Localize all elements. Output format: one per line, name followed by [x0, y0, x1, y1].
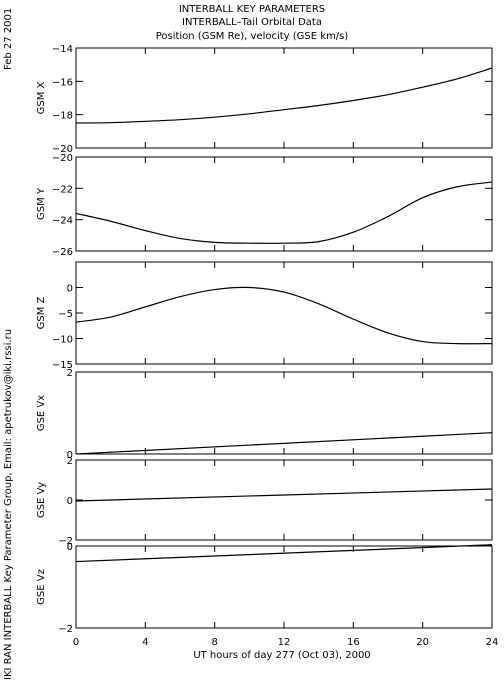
panel-frame	[75, 459, 493, 541]
y-tick-label: 0	[67, 450, 73, 461]
x-tick-label: 24	[486, 637, 499, 648]
panel-frame	[75, 156, 493, 252]
chart-title-line: INTERBALL KEY PARAMETERS	[179, 4, 325, 15]
y-tick-label: 2	[67, 368, 73, 379]
series-line	[75, 181, 493, 244]
x-tick-label: 8	[211, 637, 217, 648]
y-axis-label: GSM X	[36, 81, 47, 114]
y-tick-label: −5	[58, 309, 73, 320]
y-tick-label: −15	[52, 360, 73, 371]
y-tick-label: 0	[67, 496, 73, 507]
y-tick-label: −2	[58, 624, 73, 635]
y-tick-label: 0	[67, 284, 73, 295]
y-axis-label: GSE Vx	[36, 395, 47, 431]
x-axis-label: UT hours of day 277 (Oct 03), 2000	[193, 650, 370, 661]
y-tick-label: −10	[52, 335, 73, 346]
y-tick-label: −20	[52, 153, 73, 164]
y-tick-label: −26	[52, 247, 73, 258]
y-tick-label: −14	[52, 44, 73, 55]
y-axis-label: GSE Vy	[36, 482, 47, 518]
x-tick-label: 12	[278, 637, 291, 648]
y-axis-label: GSE Vz	[36, 569, 47, 605]
chart-title-line: INTERBALL–Tail Orbital Data	[182, 17, 322, 28]
series-line	[75, 544, 493, 563]
chart-title-line: Position (GSM Re), velocity (GSE km/s)	[156, 31, 349, 42]
x-tick-label: 0	[73, 637, 79, 648]
panel-frame	[75, 545, 493, 629]
panel-frame	[75, 371, 493, 455]
y-axis-label: GSM Y	[36, 187, 47, 220]
y-tick-label: −2	[58, 536, 73, 547]
credit-label: IKI RAN INTERBALL Key Parameter Group, E…	[3, 329, 14, 680]
y-tick-label: 2	[67, 456, 73, 467]
series-line	[75, 432, 493, 455]
series-line	[75, 488, 493, 502]
y-tick-label: −24	[52, 216, 73, 227]
x-tick-label: 20	[416, 637, 429, 648]
panel-frame	[75, 47, 493, 149]
y-tick-label: −22	[52, 184, 73, 195]
x-tick-label: 16	[347, 637, 360, 648]
x-tick-label: 4	[142, 637, 148, 648]
y-tick-label: −18	[52, 111, 73, 122]
date-label: Feb 27 2001	[3, 8, 14, 70]
y-tick-label: 0	[67, 542, 73, 553]
series-line	[75, 67, 493, 124]
y-axis-label: GSM Z	[36, 296, 47, 329]
y-tick-label: −20	[52, 144, 73, 155]
panel-frame	[75, 261, 493, 365]
series-line	[75, 286, 493, 345]
y-tick-label: −16	[52, 77, 73, 88]
